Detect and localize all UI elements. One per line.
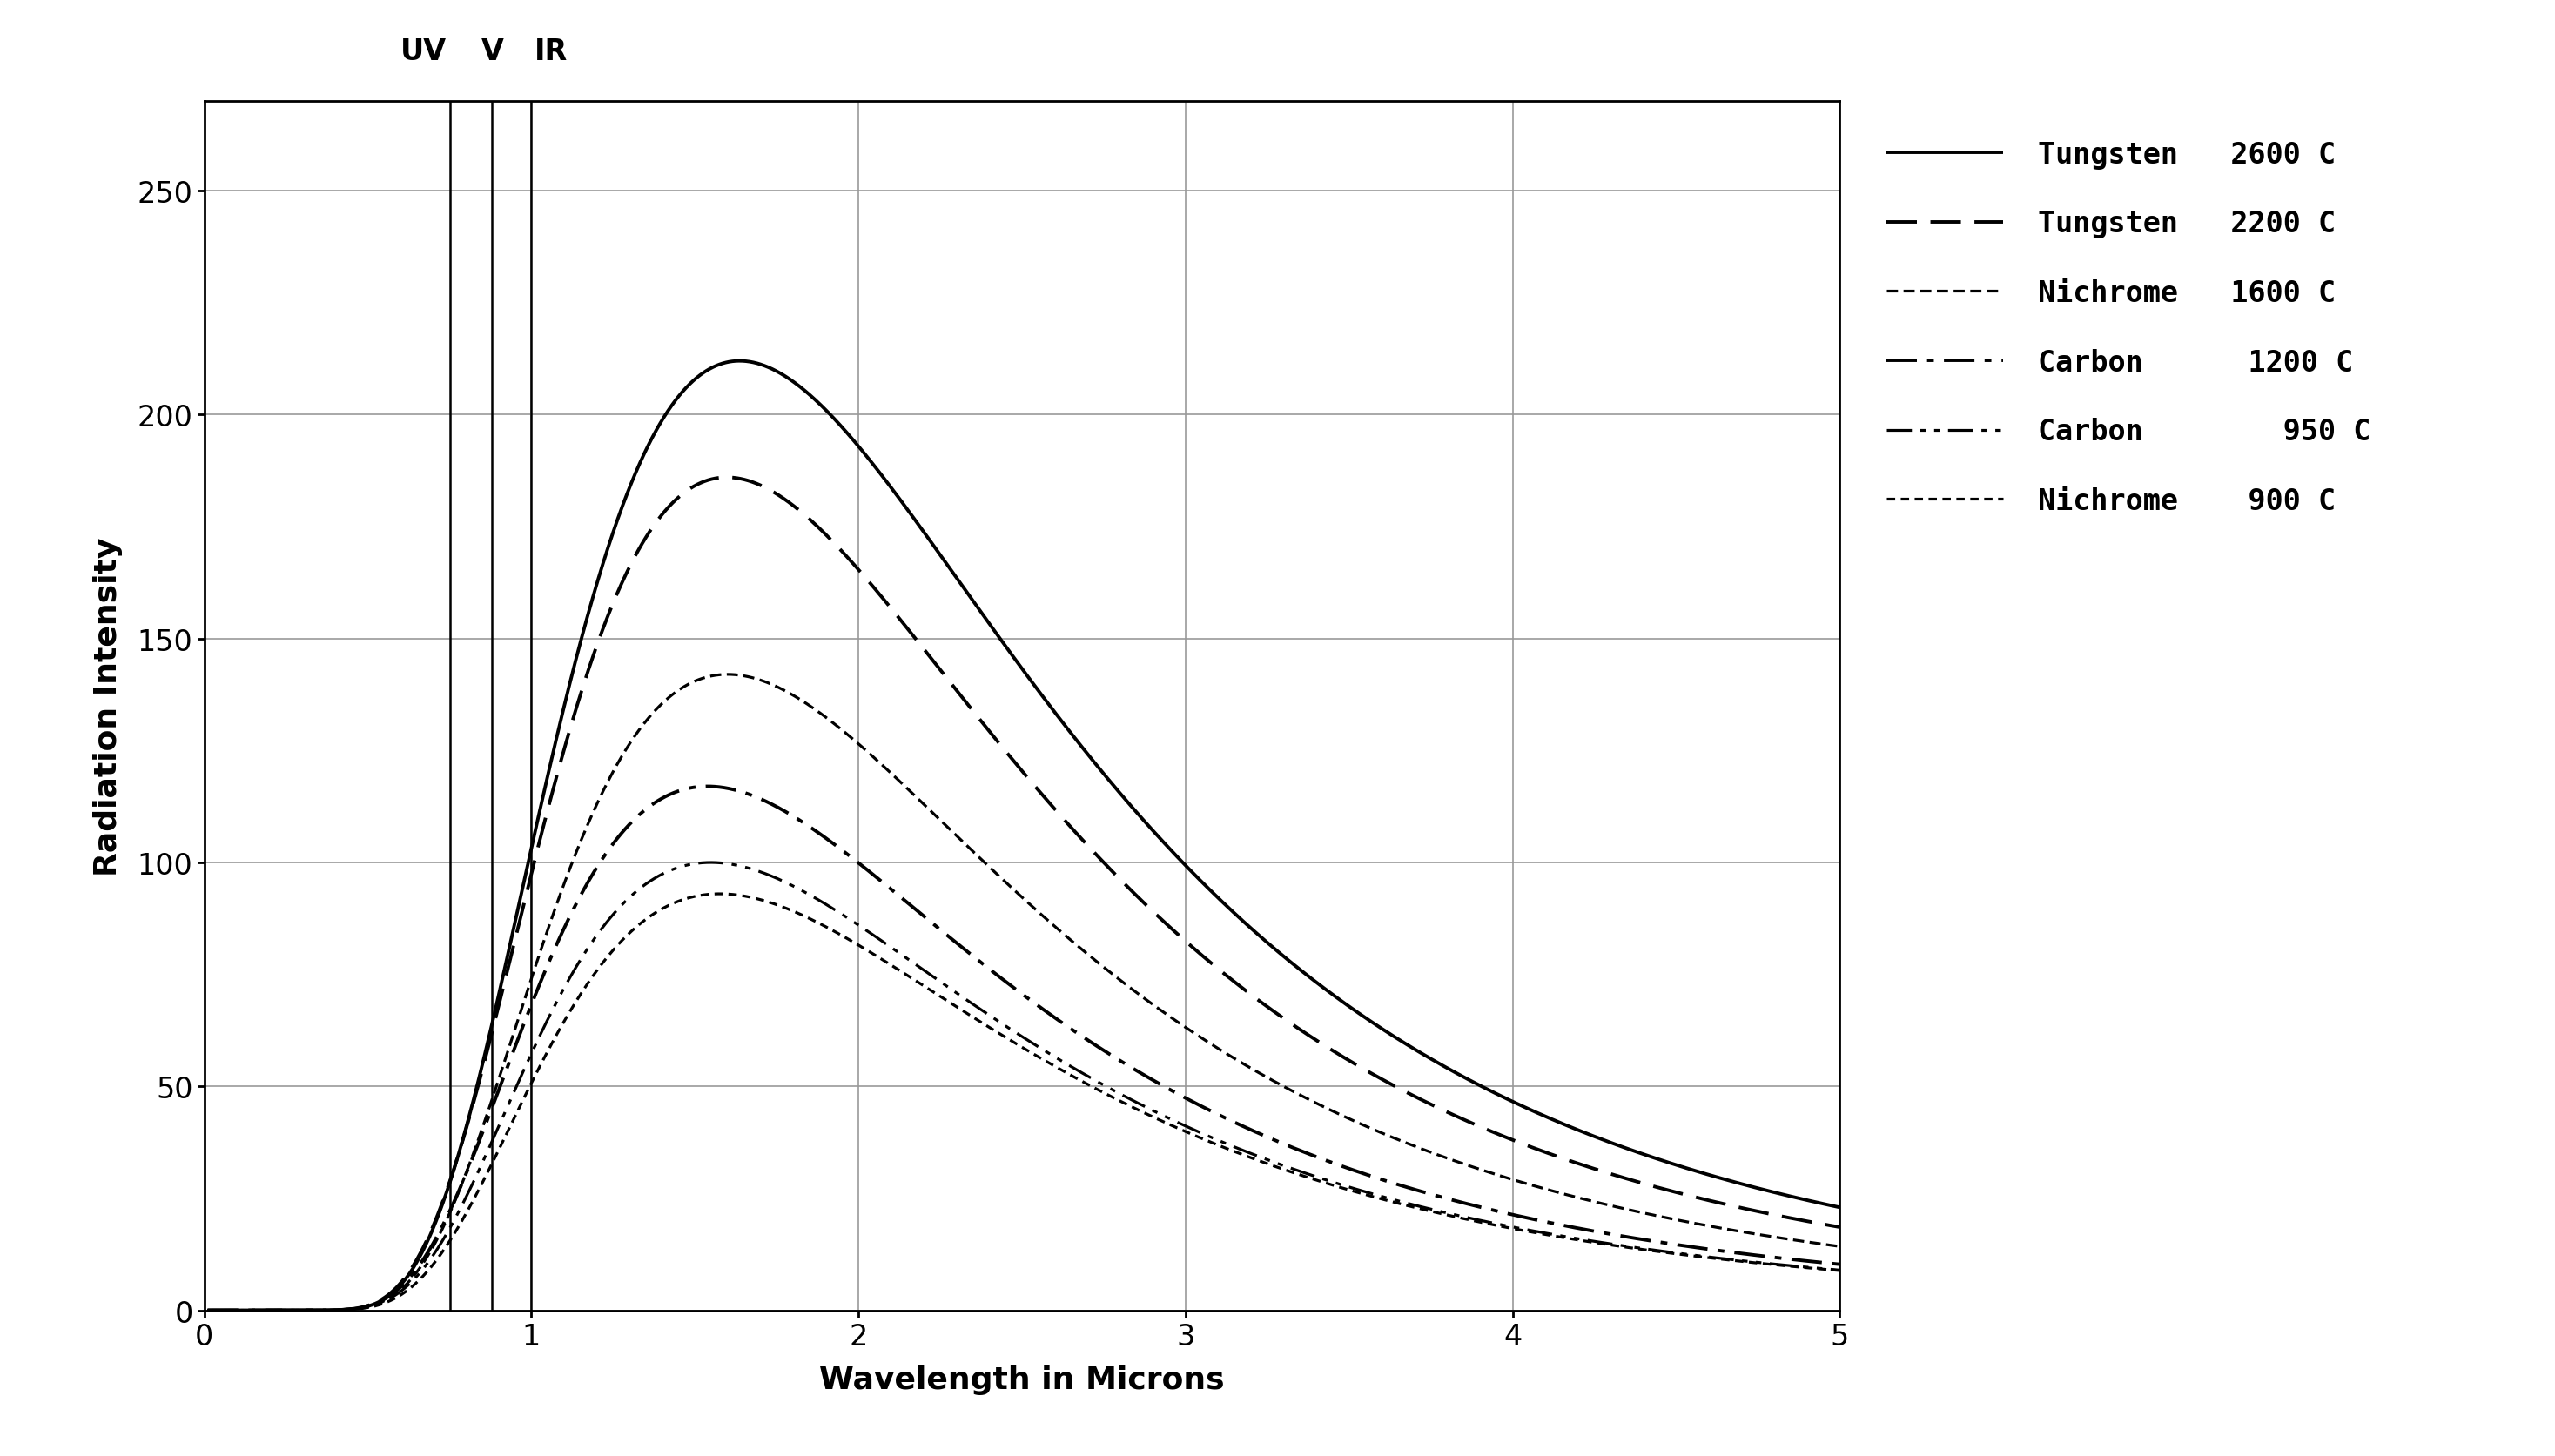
Y-axis label: Radiation Intensity: Radiation Intensity bbox=[92, 537, 123, 875]
X-axis label: Wavelength in Microns: Wavelength in Microns bbox=[820, 1366, 1224, 1395]
Text: UV: UV bbox=[401, 38, 447, 66]
Text: V: V bbox=[480, 38, 503, 66]
Legend: Tungsten   2600 C, Tungsten   2200 C, Nichrome   1600 C, Carbon      1200 C, Car: Tungsten 2600 C, Tungsten 2200 C, Nichro… bbox=[1886, 141, 2371, 515]
Text: IR: IR bbox=[534, 38, 567, 66]
